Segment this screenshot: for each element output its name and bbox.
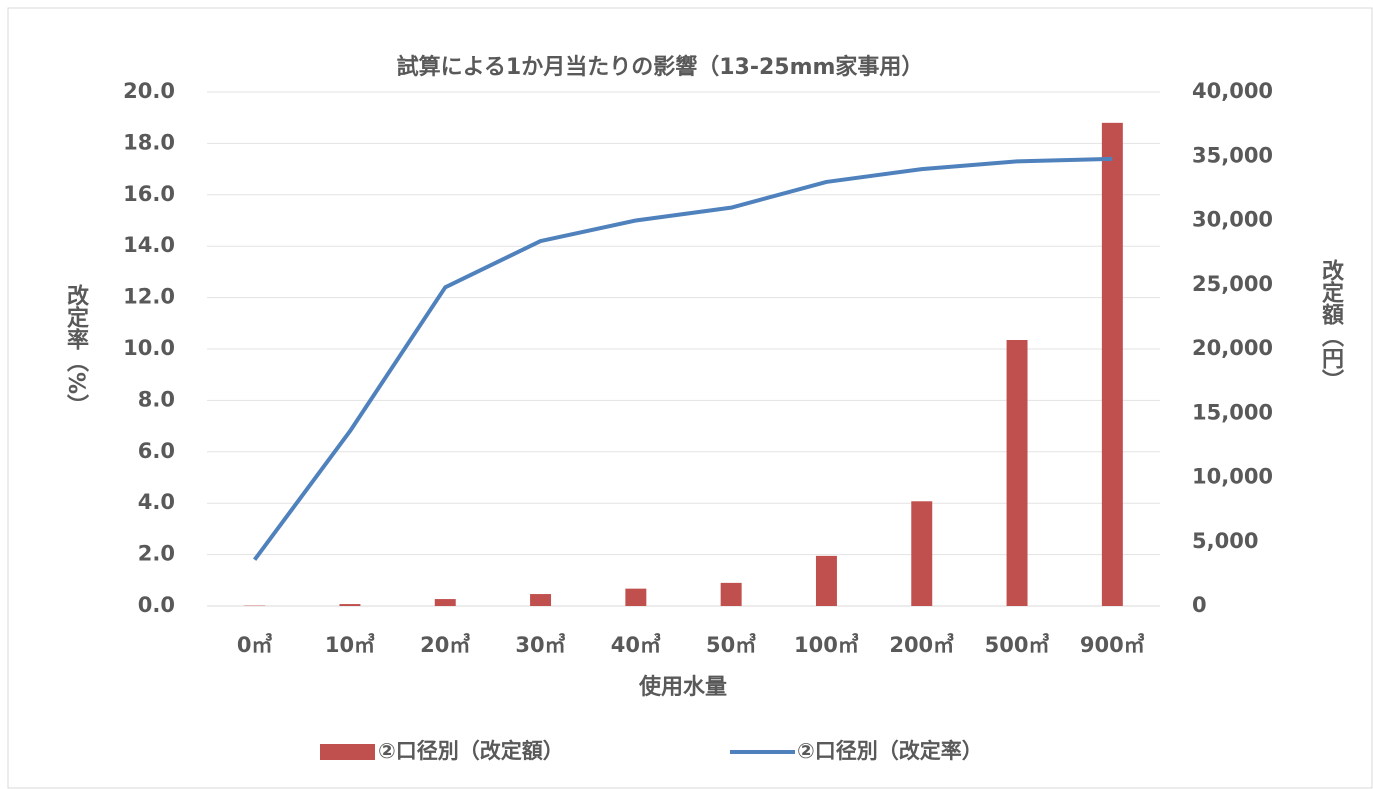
y-tick-label: 4.0	[138, 490, 175, 514]
x-tick-label: 30㎥	[515, 633, 565, 657]
bar	[1006, 340, 1028, 606]
legend-swatch	[320, 744, 375, 760]
y-tick-label: 8.0	[138, 387, 175, 411]
x-tick-label: 500㎥	[985, 633, 1050, 657]
y-tick-label: 0.0	[138, 593, 175, 617]
y2-tick-label: 40,000	[1192, 79, 1273, 103]
bar	[339, 604, 361, 606]
y2-axis-title: 改定額（円）	[1318, 258, 1344, 391]
line	[253, 156, 1113, 561]
y2-tick-label: 5,000	[1192, 529, 1258, 553]
bar	[815, 555, 837, 606]
x-tick-label: 900㎥	[1080, 633, 1145, 657]
y2-tick-label: 10,000	[1192, 465, 1273, 489]
y2-tick-label: 15,000	[1192, 400, 1273, 424]
y2-tick-label: 20,000	[1192, 336, 1273, 360]
x-tick-label: 0㎥	[237, 633, 273, 657]
bar	[1101, 122, 1123, 606]
y-tick-label: 10.0	[123, 336, 175, 360]
y-tick-label: 12.0	[123, 285, 175, 309]
bar	[434, 599, 456, 606]
x-tick-label: 20㎥	[420, 633, 470, 657]
x-tick-label: 50㎥	[706, 633, 756, 657]
chart-frame	[7, 7, 1373, 789]
bar	[720, 582, 742, 606]
bar	[530, 594, 552, 606]
y-tick-label: 14.0	[123, 233, 175, 257]
y-tick-label: 2.0	[138, 542, 175, 566]
y2-tick-label: 35,000	[1192, 143, 1273, 167]
chart-title: 試算による1か月当たりの影響（13-25mm家事用）	[397, 54, 924, 80]
x-tick-label: 100㎥	[794, 633, 859, 657]
y-axis-title: 改定率（%）	[63, 283, 89, 416]
x-axis-title: 使用水量	[638, 675, 727, 700]
x-tick-label: 200㎥	[889, 633, 954, 657]
legend-label: ②口径別（改定額）	[378, 739, 564, 763]
y-tick-label: 6.0	[138, 439, 175, 463]
x-tick-label: 40㎥	[611, 633, 661, 657]
y2-tick-label: 0	[1192, 593, 1207, 617]
y-tick-label: 18.0	[123, 130, 175, 154]
bar	[625, 588, 647, 606]
y2-tick-label: 30,000	[1192, 208, 1273, 232]
y-tick-label: 20.0	[123, 79, 175, 103]
y-tick-label: 16.0	[123, 182, 175, 206]
bar	[911, 501, 933, 606]
x-tick-label: 10㎥	[325, 633, 375, 657]
legend-label: ②口径別（改定率）	[797, 739, 983, 763]
y2-tick-label: 25,000	[1192, 272, 1273, 296]
